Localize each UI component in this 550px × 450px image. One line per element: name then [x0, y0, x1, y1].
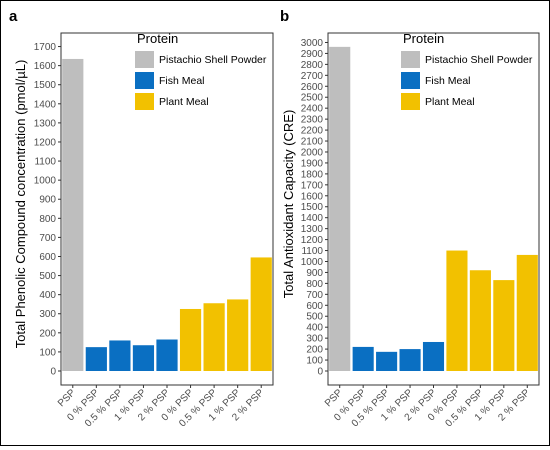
y-tick-label: 2100: [301, 137, 324, 148]
y-tick-label: 1700: [34, 42, 57, 53]
y-tick-label: 2200: [301, 126, 324, 137]
legend-item-label: Fish Meal: [159, 75, 205, 87]
bar-2-psp: [422, 341, 445, 371]
legend-swatch: [135, 51, 154, 68]
bar-0-5-psp: [203, 303, 225, 371]
y-tick-label: 700: [39, 233, 56, 244]
legend-swatch: [135, 72, 154, 89]
y-tick-label: 2000: [301, 147, 324, 158]
legend-item-label: Plant Meal: [159, 96, 209, 108]
bar-0-5-psp: [109, 340, 131, 371]
bar-0-psp: [85, 347, 107, 371]
bar-2-psp: [516, 254, 538, 371]
y-tick-label: 2300: [301, 115, 324, 126]
y-tick-label: 3000: [301, 38, 324, 49]
y-tick-label: 300: [306, 334, 323, 345]
y-tick-label: 400: [306, 323, 323, 334]
y-axis-label: Total Phenolic Compound concentration (p…: [13, 60, 28, 349]
y-tick-label: 2500: [301, 93, 324, 104]
y-tick-label: 1900: [301, 158, 324, 169]
y-tick-label: 2800: [301, 60, 324, 71]
y-tick-label: 1800: [301, 169, 324, 180]
y-tick-label: 1100: [301, 246, 323, 257]
panel-letter: b: [280, 8, 289, 25]
y-tick-label: 700: [306, 290, 323, 301]
bar-1-psp: [132, 345, 155, 371]
y-tick-label: 900: [39, 195, 56, 206]
y-tick-label: 2400: [301, 104, 324, 115]
y-tick-label: 400: [39, 290, 56, 301]
bar-1-psp: [227, 299, 249, 371]
y-tick-label: 1600: [34, 61, 57, 72]
bar-2-psp: [250, 257, 272, 371]
y-tick-label: 1000: [301, 257, 324, 268]
legend-item-label: Fish Meal: [425, 75, 471, 87]
y-tick-label: 1400: [34, 99, 57, 110]
bar-0-psp: [446, 250, 468, 371]
bar-1-psp: [493, 280, 515, 371]
legend-item-label: Pistachio Shell Powder: [159, 54, 267, 66]
chart-panel-b: b 010020030040050060070080090010001100120…: [280, 8, 540, 429]
legend: Protein Pistachio Shell Powder Fish Meal Pl…: [401, 31, 533, 110]
y-tick-label: 2600: [301, 82, 324, 93]
legend-swatch: [401, 51, 420, 68]
bar-2-psp: [156, 339, 178, 371]
legend-swatch: [401, 93, 420, 110]
y-tick-label: 100: [39, 347, 56, 358]
legend-item-label: Plant Meal: [425, 96, 475, 108]
y-tick-label: 0: [50, 367, 56, 378]
y-tick-label: 2700: [301, 71, 324, 82]
y-tick-label: 500: [306, 312, 323, 323]
legend: Protein Pistachio Shell Powder Fish Meal Pl…: [135, 31, 267, 110]
y-tick-label: 1300: [301, 224, 324, 235]
bar-0-5-psp: [469, 270, 491, 371]
y-tick-label: 1500: [301, 202, 324, 213]
y-tick-label: 200: [39, 328, 56, 339]
legend-swatch: [401, 72, 420, 89]
legend-swatch: [135, 93, 154, 110]
bar-0-psp: [352, 346, 374, 371]
y-tick-label: 600: [306, 301, 323, 312]
y-tick-label: 200: [306, 345, 323, 356]
panel-letter: a: [9, 8, 18, 25]
bar-psp: [62, 58, 84, 371]
y-tick-label: 1000: [34, 176, 57, 187]
bar-0-5-psp: [376, 351, 398, 371]
chart-panel-a: a 0 100 200 300 400 500 600 700 800 900 1000 1100 120…: [9, 8, 274, 429]
legend-title: Protein: [137, 31, 178, 46]
y-tick-label: 2900: [301, 49, 324, 60]
bar-psp: [329, 46, 351, 371]
y-axis-label: Total Antioxidant Capacity (CRE): [281, 110, 296, 299]
bar-1-psp: [399, 349, 421, 371]
y-tick-label: 500: [39, 271, 56, 282]
y-tick-label: 1100: [34, 157, 56, 168]
y-tick-label: 800: [306, 279, 323, 290]
y-tick-label: 1700: [301, 180, 324, 191]
y-tick-label: 600: [39, 252, 56, 263]
y-tick-label: 100: [306, 356, 323, 367]
y-tick-label: 1200: [301, 235, 324, 246]
legend-title: Protein: [403, 31, 444, 46]
y-tick-label: 300: [39, 309, 56, 320]
y-tick-label: 800: [39, 214, 56, 225]
y-tick-label: 900: [306, 268, 323, 279]
y-tick-label: 1200: [34, 137, 57, 148]
y-tick-label: 0: [317, 367, 323, 378]
bar-0-psp: [179, 308, 202, 371]
legend-item-label: Pistachio Shell Powder: [425, 54, 533, 66]
y-tick-label: 1300: [34, 118, 57, 129]
y-tick-label: 1500: [34, 80, 57, 91]
y-tick-label: 1400: [301, 213, 324, 224]
y-tick-label: 1600: [301, 191, 324, 202]
